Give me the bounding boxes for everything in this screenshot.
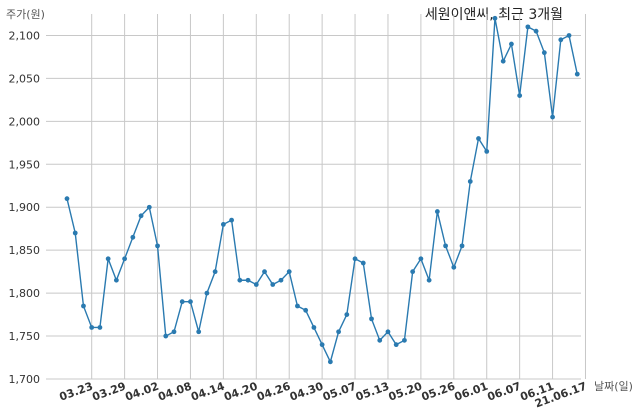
data-point [278,277,284,283]
data-point [434,209,440,214]
data-point [245,277,251,283]
data-point [97,325,103,330]
data-point [146,204,152,210]
data-point [517,93,523,98]
x-tick-label: 05.26 [420,379,457,403]
data-point [369,316,374,322]
x-tick-label: 04.30 [288,379,325,403]
x-tick-label: 06.07 [486,380,523,404]
data-point [286,269,292,275]
x-tick-label: 06.01 [453,380,490,404]
data-point [89,325,95,330]
x-tick-label: 04.02 [123,380,160,404]
data-point [237,277,243,283]
data-point [410,269,416,275]
grid-lines [46,14,586,380]
data-point [352,256,358,262]
x-axis-label: 날짜(일) [594,379,633,393]
data-point [459,243,465,249]
y-tick-label: 1,950 [9,158,41,171]
data-point [385,329,391,335]
x-tick-label: 04.26 [255,379,292,403]
x-tick-label: 05.13 [354,380,391,404]
data-point [360,260,366,266]
chart-title: 세원이앤씨, 최근 3개월 [425,7,563,23]
data-point [558,37,564,43]
data-point [541,50,547,56]
x-tick-label: 03.23 [58,380,95,404]
data-point [443,243,448,249]
x-tick-label: 04.20 [222,379,259,403]
data-point [130,234,136,240]
y-tick-label: 2,000 [9,115,41,128]
data-point [196,329,202,335]
y-tick-label: 1,800 [9,287,41,300]
data-point [122,256,128,262]
y-tick-label: 1,900 [9,201,41,214]
data-point [229,217,235,223]
data-point [179,299,185,305]
data-point [270,282,276,287]
data-point [64,196,70,202]
data-point [188,299,193,305]
data-point [484,149,490,154]
data-point [72,230,78,236]
y-tick-label: 1,700 [9,373,41,386]
data-point [451,264,457,270]
data-point [426,277,432,283]
data-point [311,325,317,330]
data-point [525,24,531,30]
x-tick-label: 04.08 [156,380,193,404]
data-point [163,333,169,339]
data-point [303,307,309,313]
y-tick-label: 1,750 [9,330,41,343]
data-point [81,303,86,309]
data-point [467,179,473,184]
data-point [262,269,267,275]
data-point [295,303,300,309]
x-axis-ticks: 03.2303.2904.0204.0804.1404.2004.2604.30… [58,379,589,410]
data-point [393,342,399,348]
x-tick-label: 05.07 [321,380,358,404]
data-point [327,359,333,365]
data-point [500,58,506,64]
x-tick-label: 05.20 [387,379,424,403]
x-tick-label: 04.14 [189,379,226,403]
price-series [64,15,580,365]
data-point [550,114,555,120]
data-point [220,222,226,227]
data-point [138,213,144,219]
data-point [377,337,383,343]
data-point [509,41,514,47]
data-point [574,71,580,77]
x-tick-label: 03.29 [90,380,127,404]
data-point [105,256,111,262]
data-point [113,277,119,283]
data-point [253,282,259,287]
data-point [204,290,210,296]
data-point [402,337,407,343]
data-point [566,33,572,38]
y-axis-ticks: 1,700 1,750 1,800 1,850 1,900 1,950 2,000 2,050… [9,29,41,386]
data-point [171,329,177,335]
data-point [492,15,498,21]
y-tick-label: 2,100 [9,29,41,42]
data-point [155,243,160,249]
data-point [336,329,341,335]
data-point [533,28,539,34]
y-axis-label: 주가(원) [6,8,45,21]
data-point [344,312,350,317]
data-point [476,136,481,141]
y-tick-label: 1,850 [9,244,41,257]
data-point [212,269,218,275]
data-point [418,256,424,262]
y-tick-label: 2,050 [9,72,41,85]
data-point [319,342,325,348]
